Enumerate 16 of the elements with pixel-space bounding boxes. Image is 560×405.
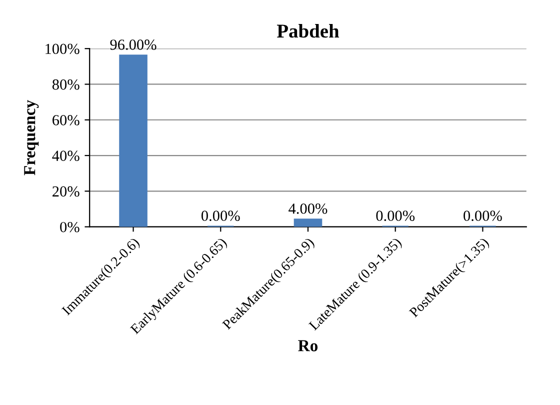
x-axis-title: Ro <box>298 340 318 352</box>
data-label: 0.00% <box>464 210 502 221</box>
bar <box>119 54 148 227</box>
y-tick-label: 100% <box>46 44 80 54</box>
y-tick-label: 0% <box>60 222 80 232</box>
data-label: 0.00% <box>201 210 240 221</box>
y-axis-title: Frequency <box>24 100 39 176</box>
data-label: 0.00% <box>376 210 415 221</box>
chart-title: Pabdeh <box>276 24 340 38</box>
y-tick-label: 80% <box>52 79 80 90</box>
y-tick-label: 20% <box>52 186 80 197</box>
y-tick-label: 60% <box>52 115 80 126</box>
bar <box>294 218 322 227</box>
data-label: 4.00% <box>288 203 328 214</box>
data-label: 96.00% <box>110 40 156 50</box>
y-tick-label: 40% <box>52 150 80 162</box>
